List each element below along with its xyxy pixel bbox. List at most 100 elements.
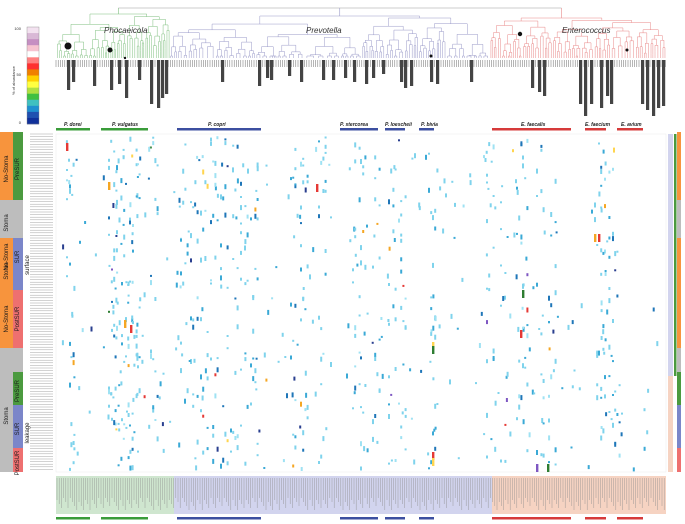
heatmap-cell xyxy=(430,329,433,333)
heatmap-cell xyxy=(156,436,159,442)
heatmap-cell xyxy=(240,222,242,225)
heatmap-cell xyxy=(90,326,93,332)
heatmap-cell xyxy=(110,392,113,396)
reference-bar xyxy=(258,60,262,86)
heatmap-cell xyxy=(536,450,538,455)
heatmap-cell xyxy=(125,426,128,429)
heatmap-cell xyxy=(226,439,229,443)
heatmap-cell xyxy=(193,358,196,363)
heatmap-cell xyxy=(232,167,234,173)
heatmap-cell xyxy=(602,149,605,154)
heatmap-cell xyxy=(108,389,110,395)
heatmap-cell xyxy=(536,168,538,174)
heatmap-cell xyxy=(302,296,305,300)
heatmap-cell xyxy=(69,382,71,388)
species-bar-bottom xyxy=(419,517,434,520)
heatmap-cell xyxy=(500,201,502,204)
heatmap-cell xyxy=(240,205,242,211)
colorbar-band xyxy=(27,57,39,64)
heatmap-cell xyxy=(616,250,619,253)
heatmap-cell xyxy=(490,160,493,163)
row-group-bar xyxy=(0,132,13,200)
heatmap-cell xyxy=(362,165,365,169)
reference-bar xyxy=(436,60,440,84)
heatmap-cell xyxy=(256,454,259,457)
heatmap-cell xyxy=(79,240,81,244)
heatmap-cell xyxy=(284,356,287,358)
heatmap-cell xyxy=(480,311,483,316)
heatmap-cell xyxy=(502,296,505,301)
heatmap-cell xyxy=(129,424,131,427)
heatmap-cell xyxy=(287,194,290,200)
heatmap-cell xyxy=(108,216,110,220)
heatmap-cell xyxy=(520,395,523,401)
heatmap-cell xyxy=(302,448,305,452)
heatmap-cell xyxy=(196,238,199,244)
heatmap-cell xyxy=(190,359,192,364)
heatmap-cell xyxy=(348,167,351,171)
heatmap-cell xyxy=(255,388,258,391)
heatmap-cell xyxy=(486,287,488,290)
heatmap-cell xyxy=(190,258,192,263)
heatmap-cell xyxy=(434,446,437,451)
heatmap-cell xyxy=(94,253,97,257)
heatmap-cell xyxy=(222,457,225,463)
heatmap-cell xyxy=(400,213,403,217)
heatmap-cell xyxy=(494,446,497,452)
heatmap-cell xyxy=(192,206,195,209)
heatmap-cell xyxy=(600,386,603,391)
heatmap-cell xyxy=(614,408,617,412)
heatmap-cell xyxy=(442,228,445,234)
heatmap-cell xyxy=(540,453,543,457)
heatmap-cell xyxy=(603,351,606,355)
heatmap-cell xyxy=(320,160,323,165)
heatmap-cell xyxy=(612,167,614,171)
heatmap-cell xyxy=(66,179,68,182)
heatmap-highlight-cell xyxy=(66,143,69,151)
heatmap-cell xyxy=(226,347,229,350)
heatmap-cell xyxy=(110,139,113,143)
heatmap-cell xyxy=(131,465,134,471)
heatmap-cell xyxy=(324,179,327,183)
reference-bar xyxy=(382,60,386,74)
heatmap-cell xyxy=(156,206,159,212)
heatmap-cell xyxy=(66,256,68,259)
reference-bar xyxy=(221,60,225,82)
heatmap-cell xyxy=(265,164,268,167)
species-bar-bottom xyxy=(101,517,148,520)
heatmap-cell xyxy=(456,327,459,330)
heatmap-cell xyxy=(404,326,407,330)
heatmap-cell xyxy=(486,181,488,184)
heatmap-cell xyxy=(113,150,116,153)
heatmap-cell xyxy=(540,144,543,148)
heatmap-cell xyxy=(378,388,381,392)
heatmap-cell xyxy=(292,339,295,342)
heatmap-cell xyxy=(175,347,178,351)
heatmap-cell xyxy=(643,408,646,412)
heatmap-cell xyxy=(114,287,117,290)
heatmap-cell xyxy=(154,297,157,301)
heatmap-cell xyxy=(398,402,400,405)
heatmap-cell xyxy=(296,343,299,346)
heatmap-cell xyxy=(194,202,197,207)
heatmap-cell xyxy=(115,203,118,209)
heatmap-cell xyxy=(120,381,123,386)
heatmap-cell xyxy=(192,324,195,330)
heatmap-cell xyxy=(324,144,327,149)
heatmap-cell xyxy=(567,324,570,330)
clade-label-phocaeicola: Phocaeicola xyxy=(104,26,148,35)
heatmap-cell xyxy=(137,450,139,453)
heatmap-cell xyxy=(184,143,187,146)
species-bar-bottom xyxy=(56,517,90,520)
heatmap-cell xyxy=(116,230,118,235)
heatmap-cell xyxy=(430,211,433,215)
heatmap-cell xyxy=(538,328,541,330)
heatmap-cell xyxy=(596,354,599,358)
heatmap-cell xyxy=(121,342,123,346)
heatmap-cell xyxy=(210,357,212,361)
heatmap-cell xyxy=(182,281,185,286)
heatmap-cell xyxy=(116,301,119,305)
bottom-taxa-panel xyxy=(56,476,666,514)
heatmap-cell xyxy=(66,275,68,278)
heatmap-cell xyxy=(296,213,299,218)
